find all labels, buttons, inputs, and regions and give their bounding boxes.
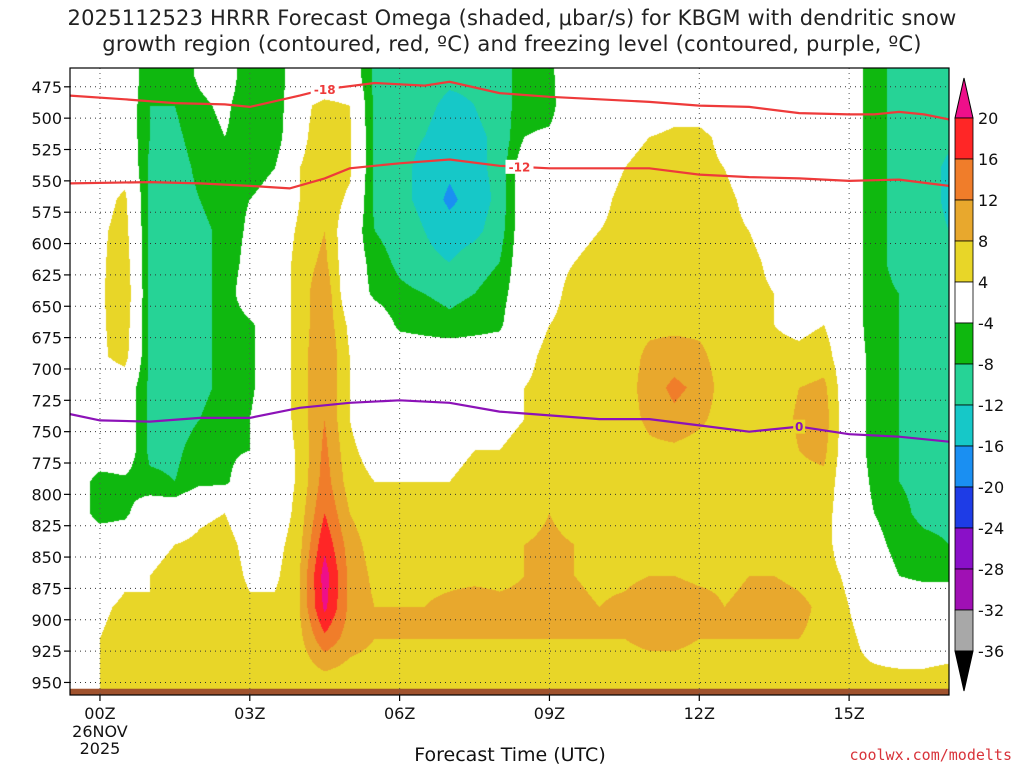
y-tick-label: 900 — [31, 611, 62, 630]
colorbar-swatch — [954, 240, 974, 283]
x-date-label: 26NOV — [72, 722, 128, 741]
y-tick-label: 500 — [31, 109, 62, 128]
chart-title-line-2: growth region (contoured, red, ºC) and f… — [102, 32, 922, 56]
y-tick-label: 800 — [31, 485, 62, 504]
colorbar-tick-label: 4 — [978, 273, 988, 292]
y-tick-label: 475 — [31, 78, 62, 97]
plot-frame — [69, 67, 950, 696]
colorbar-swatch — [954, 199, 974, 242]
contour-label-bg — [793, 419, 806, 434]
contour-line--12 — [70, 158, 949, 190]
y-tick-label: 600 — [31, 235, 62, 254]
colorbar-tick-label: -36 — [978, 642, 1004, 661]
colorbar-tick-label: -4 — [978, 314, 994, 333]
colorbar-tick-label: 12 — [978, 191, 998, 210]
x-tick-label: 15Z — [833, 704, 864, 723]
y-tick-label: 700 — [31, 360, 62, 379]
colorbar-swatch — [954, 158, 974, 201]
colorbar-swatch — [954, 568, 974, 611]
credit-text: coolwx.com/modelts — [849, 746, 1012, 764]
x-axis-label: Forecast Time (UTC) — [414, 744, 606, 766]
x-tick-label: 06Z — [384, 704, 415, 723]
y-tick-label: 650 — [31, 297, 62, 316]
y-tick-label: 675 — [31, 329, 62, 348]
contour-label--12: -12 — [509, 160, 531, 174]
x-tick-label: 03Z — [234, 704, 265, 723]
y-tick-label: 875 — [31, 579, 62, 598]
y-tick-label: 925 — [31, 642, 62, 661]
colorbar-swatch — [954, 117, 974, 160]
colorbar-top-arrow — [954, 77, 974, 119]
colorbar-swatch — [954, 363, 974, 406]
colorbar-tick-label: 8 — [978, 232, 988, 251]
contour-label-0: 0 — [795, 420, 803, 434]
colorbar-tick-label: -8 — [978, 355, 994, 374]
contour-line--18 — [70, 80, 949, 121]
colorbar-tick-label: -12 — [978, 396, 1004, 415]
y-tick-label: 625 — [31, 266, 62, 285]
colorbar-bottom-arrow — [954, 650, 974, 692]
colorbar-swatch — [954, 322, 974, 365]
contour-label-bg — [505, 159, 534, 174]
y-tick-label: 950 — [31, 673, 62, 692]
y-tick-label: 775 — [31, 454, 62, 473]
y-tick-label: 550 — [31, 172, 62, 191]
colorbar-tick-label: -16 — [978, 437, 1004, 456]
y-tick-label: 850 — [31, 548, 62, 567]
y-tick-label: 575 — [31, 203, 62, 222]
colorbar-swatch — [954, 404, 974, 447]
x-date-label: 2025 — [80, 739, 121, 758]
y-tick-label: 725 — [31, 391, 62, 410]
colorbar-tick-label: -20 — [978, 478, 1004, 497]
colorbar-tick-label: -28 — [978, 560, 1004, 579]
x-tick-label: 00Z — [84, 704, 115, 723]
colorbar-tick-label: 16 — [978, 150, 998, 169]
colorbar-swatch — [954, 486, 974, 529]
contour-label-bg — [310, 82, 339, 97]
x-tick-label: 09Z — [534, 704, 565, 723]
ground-surface — [70, 688, 949, 695]
y-tick-label: 825 — [31, 517, 62, 536]
x-tick-label: 12Z — [684, 704, 715, 723]
colorbar-tick-label: -32 — [978, 601, 1004, 620]
colorbar-tick-label: 20 — [978, 109, 998, 128]
y-tick-label: 525 — [31, 141, 62, 160]
colorbar-swatch — [954, 609, 974, 652]
colorbar-swatch — [954, 281, 974, 324]
colorbar-swatch — [954, 527, 974, 570]
colorbar-swatch — [954, 445, 974, 488]
colorbar-tick-label: -24 — [978, 519, 1004, 538]
y-tick-label: 750 — [31, 423, 62, 442]
contour-label--18: -18 — [314, 83, 336, 97]
chart-title-line-1: 2025112523 HRRR Forecast Omega (shaded, … — [67, 6, 957, 30]
